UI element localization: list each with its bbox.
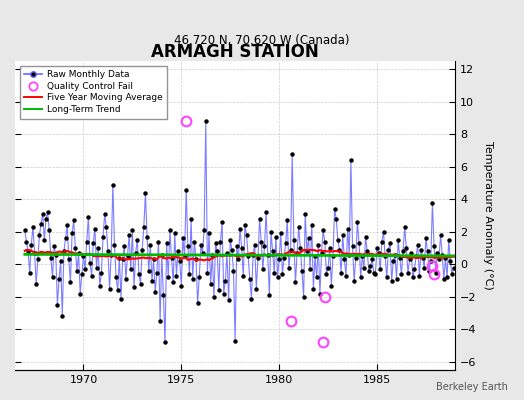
Title: ARMAGH STATION: ARMAGH STATION [151, 43, 319, 61]
Legend: Raw Monthly Data, Quality Control Fail, Five Year Moving Average, Long-Term Tren: Raw Monthly Data, Quality Control Fail, … [19, 66, 167, 119]
Text: 46.720 N, 70.620 W (Canada): 46.720 N, 70.620 W (Canada) [174, 34, 350, 47]
Y-axis label: Temperature Anomaly (°C): Temperature Anomaly (°C) [483, 141, 493, 290]
Text: Berkeley Earth: Berkeley Earth [436, 382, 508, 392]
